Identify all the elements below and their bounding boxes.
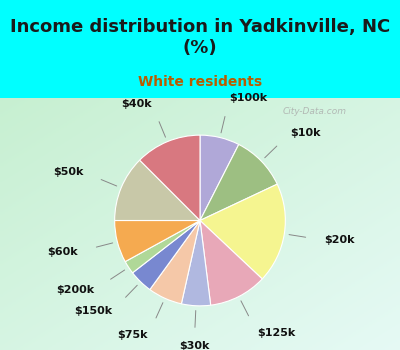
Text: $50k: $50k <box>53 167 84 177</box>
Text: Income distribution in Yadkinville, NC
(%): Income distribution in Yadkinville, NC (… <box>10 18 390 57</box>
Wedge shape <box>125 220 200 273</box>
Wedge shape <box>115 160 200 220</box>
Text: $40k: $40k <box>121 99 152 109</box>
Text: $60k: $60k <box>47 247 78 257</box>
Text: White residents: White residents <box>138 75 262 89</box>
Text: $30k: $30k <box>179 341 209 350</box>
Wedge shape <box>200 135 239 220</box>
Wedge shape <box>132 220 200 289</box>
Wedge shape <box>115 220 200 261</box>
Wedge shape <box>150 220 200 304</box>
Text: City-Data.com: City-Data.com <box>282 107 346 116</box>
Wedge shape <box>200 184 285 279</box>
Text: $100k: $100k <box>230 93 268 103</box>
Text: $125k: $125k <box>257 328 296 338</box>
Text: $10k: $10k <box>290 128 321 138</box>
Wedge shape <box>200 145 277 220</box>
Wedge shape <box>200 220 262 305</box>
Text: $150k: $150k <box>74 306 112 316</box>
Text: $20k: $20k <box>324 235 355 245</box>
Wedge shape <box>181 220 211 306</box>
Wedge shape <box>140 135 200 220</box>
Text: $200k: $200k <box>56 285 95 295</box>
Text: $75k: $75k <box>118 330 148 340</box>
